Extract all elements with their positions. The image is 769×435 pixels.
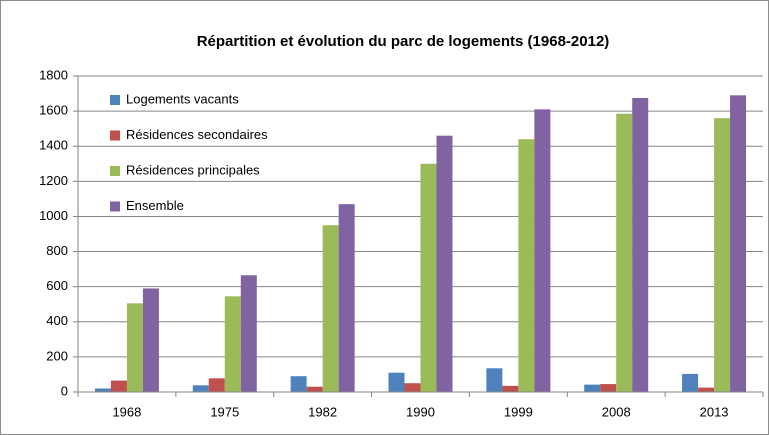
bar bbox=[600, 384, 617, 392]
bar bbox=[126, 303, 143, 392]
bar bbox=[224, 296, 241, 392]
bar bbox=[682, 373, 699, 392]
bar bbox=[192, 385, 209, 392]
bar bbox=[322, 225, 339, 392]
y-tick-label: 1000 bbox=[39, 208, 68, 223]
bar bbox=[632, 97, 649, 392]
bar bbox=[338, 204, 355, 392]
bar bbox=[420, 163, 437, 392]
chart-title: Répartition et évolution du parc de loge… bbox=[197, 33, 610, 50]
bar bbox=[616, 113, 633, 392]
bar bbox=[240, 275, 257, 392]
bar bbox=[290, 376, 307, 392]
x-tick-label: 1982 bbox=[308, 404, 337, 419]
bar bbox=[730, 95, 747, 393]
x-tick-label: 2013 bbox=[700, 404, 729, 419]
y-tick-label: 1200 bbox=[39, 173, 68, 188]
legend-label: Logements vacants bbox=[126, 91, 239, 106]
legend-swatch bbox=[110, 130, 120, 141]
y-tick-label: 800 bbox=[46, 243, 68, 258]
y-tick-label: 1600 bbox=[39, 103, 68, 118]
y-tick-label: 1400 bbox=[39, 138, 68, 153]
bar bbox=[306, 386, 323, 392]
bar bbox=[110, 380, 127, 392]
bar bbox=[518, 139, 535, 392]
legend-swatch bbox=[110, 201, 120, 212]
bar bbox=[502, 385, 519, 392]
y-tick-label: 0 bbox=[61, 383, 68, 398]
bar bbox=[142, 288, 159, 392]
y-tick-label: 600 bbox=[46, 278, 68, 293]
legend-swatch bbox=[110, 166, 120, 176]
bar bbox=[714, 118, 731, 392]
x-tick-label: 1999 bbox=[504, 404, 533, 419]
bar bbox=[208, 378, 225, 392]
legend-label: Résidences principales bbox=[126, 162, 260, 177]
legend-label: Ensemble bbox=[126, 198, 184, 213]
x-tick-label: 1990 bbox=[406, 404, 435, 419]
bar bbox=[388, 372, 405, 392]
y-tick-label: 200 bbox=[46, 348, 68, 363]
bar bbox=[404, 383, 421, 392]
y-tick-label: 1800 bbox=[39, 67, 68, 82]
x-tick-label: 1975 bbox=[210, 404, 239, 419]
x-tick-label: 1968 bbox=[112, 404, 141, 419]
legend-label: Résidences secondaires bbox=[126, 127, 268, 142]
bar bbox=[584, 384, 601, 392]
bar bbox=[94, 388, 111, 392]
legend-swatch bbox=[110, 95, 120, 105]
y-tick-label: 400 bbox=[46, 313, 68, 328]
bar bbox=[698, 387, 715, 392]
bar bbox=[486, 368, 503, 392]
x-tick-label: 2008 bbox=[602, 404, 631, 419]
bar bbox=[534, 109, 551, 392]
bar bbox=[436, 135, 453, 392]
